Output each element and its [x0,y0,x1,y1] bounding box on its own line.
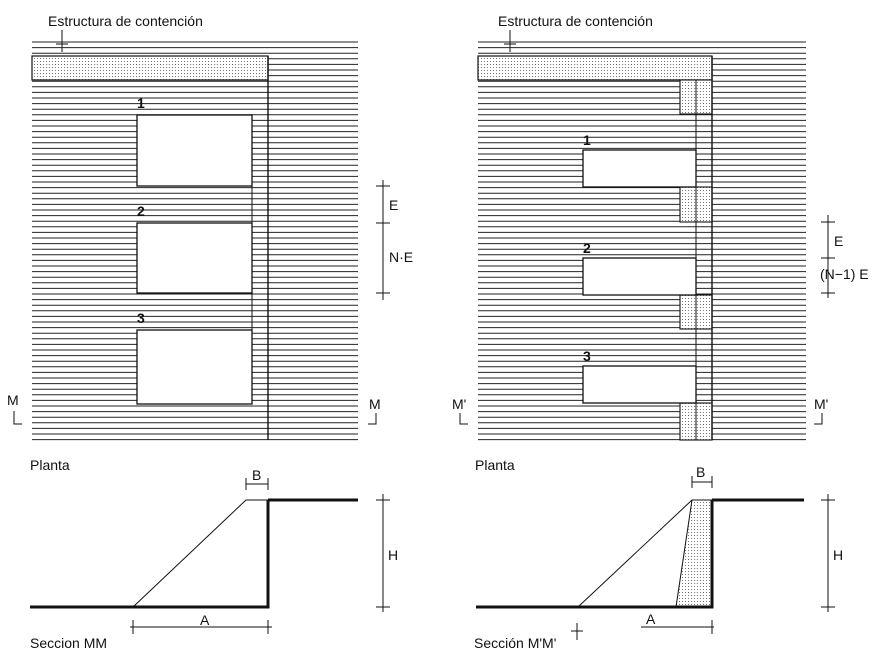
left-dim-ne: N·E [389,249,413,265]
left-panel-2 [136,222,253,294]
left-dim-b: B [252,467,261,483]
right-section: B H A Sección M'M' [474,464,843,651]
right-dim-e: E [834,233,843,249]
right-section-mark-right: M' [814,396,828,412]
right-section-wall-fill [676,500,712,607]
left-section: B H A Seccion MM [30,467,398,651]
right-section-label: Sección M'M' [474,635,556,651]
left-dim-a: A [200,612,210,628]
left-section-excavation [30,500,270,609]
left-title: Estructura de contención [48,13,203,29]
right-section-slope [577,499,712,608]
left-retaining-beam [31,55,269,81]
right-dim-ne: (N−1) E [820,266,869,282]
left-section-label: Seccion MM [30,635,107,651]
right-soil-hatching [478,41,806,441]
left-plan-label: Planta [30,457,70,473]
right-title: Estructura de contención [498,13,653,29]
left-dim-h: H [388,547,398,563]
left-section-mark-left: M [7,392,19,408]
left-stage-3: 3 [137,310,145,326]
left-section-slope [132,499,268,608]
right-section-excavation [476,500,714,609]
right-dim-b: B [696,464,705,480]
left-plan: Estructura de contención 1 2 3 E N·E M M… [7,13,413,473]
right-plan: Estructura de contención 1 2 3 E (N−1) E… [452,13,869,473]
right-section-mark-left: M' [452,396,466,412]
left-panel-1 [136,114,253,187]
right-stage-3: 3 [583,348,591,364]
left-stage-2: 2 [137,203,145,219]
right-panel-1 [582,149,697,188]
right-panel-3 [582,365,697,404]
right-stage-2: 2 [583,240,591,256]
left-dim-e: E [389,197,398,213]
right-dim-a: A [646,611,656,627]
right-dim-h: H [833,547,843,563]
right-retaining-beam [477,55,713,81]
right-stage-1: 1 [583,132,591,148]
right-plan-label: Planta [475,457,515,473]
right-panel-2 [582,257,697,296]
left-section-mark-right: M [369,396,381,412]
left-stage-1: 1 [137,95,145,111]
left-panel-3 [136,329,253,405]
